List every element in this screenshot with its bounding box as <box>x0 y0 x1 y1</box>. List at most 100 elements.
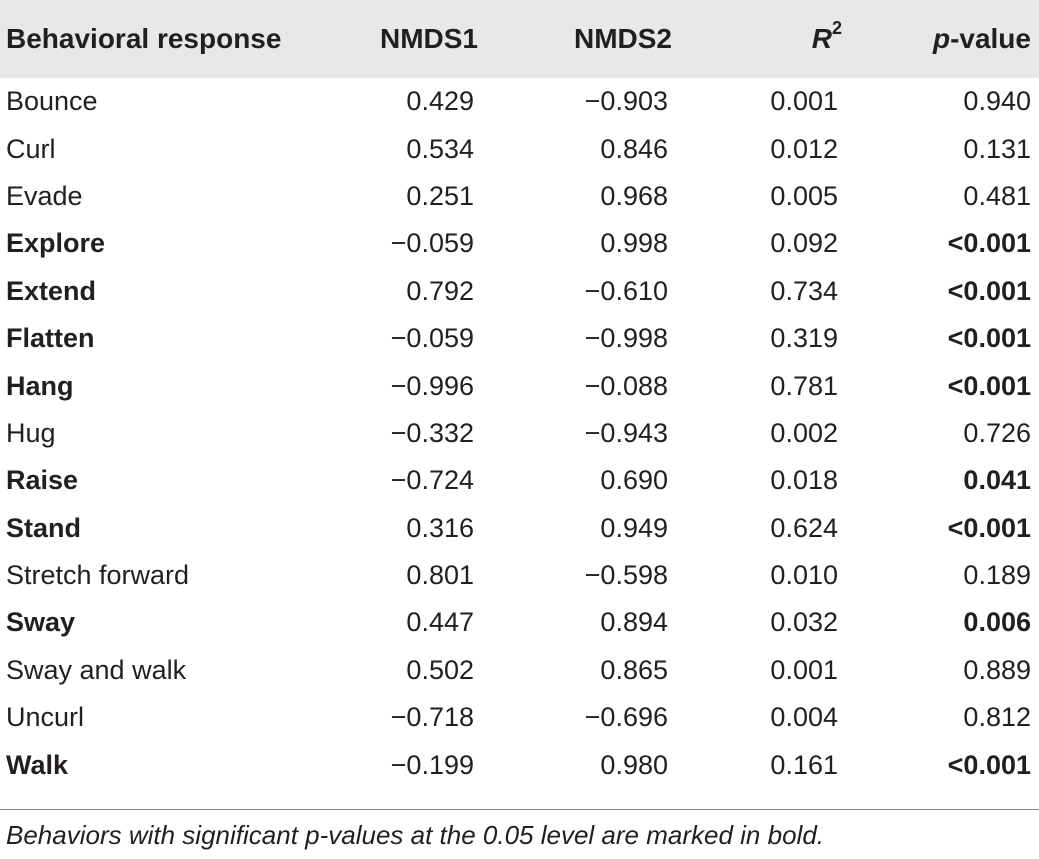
cell-nmds1: 0.316 <box>406 512 474 543</box>
cell-nmds2: −0.998 <box>584 323 668 354</box>
table-row: Hang −0.996 −0.088 0.781 <0.001 <box>0 362 1039 409</box>
table-row: Explore −0.059 0.998 0.092 <0.001 <box>0 220 1039 267</box>
cell-nmds1: 0.534 <box>406 133 474 164</box>
cell-r2: 0.734 <box>770 275 838 306</box>
table-row: Walk −0.199 0.980 0.161 <0.001 <box>0 741 1039 788</box>
cell-r2: 0.002 <box>770 417 838 448</box>
header-behavior: Behavioral response <box>6 23 282 54</box>
cell-behavior: Sway <box>6 607 76 638</box>
cell-nmds2: 0.865 <box>600 654 668 685</box>
cell-p-value: 0.006 <box>963 607 1031 638</box>
cell-nmds2: −0.903 <box>584 86 668 117</box>
cell-r2: 0.018 <box>770 465 838 496</box>
cell-nmds2: 0.980 <box>600 749 668 780</box>
cell-p-value: 0.041 <box>963 465 1031 496</box>
cell-nmds2: 0.968 <box>600 180 668 211</box>
cell-nmds2: 0.690 <box>600 465 668 496</box>
table-row: Uncurl −0.718 −0.696 0.004 0.812 <box>0 694 1039 741</box>
cell-p-value: 0.940 <box>963 86 1031 117</box>
header-nmds1: NMDS1 <box>379 23 478 54</box>
table-row: Extend 0.792 −0.610 0.734 <0.001 <box>0 268 1039 315</box>
cell-nmds1: −0.996 <box>390 370 474 401</box>
cell-nmds2: −0.088 <box>584 370 668 401</box>
table-bottom-rule <box>0 809 1039 810</box>
cell-p-value: 0.889 <box>963 654 1031 685</box>
header-nmds2: NMDS2 <box>573 23 672 54</box>
cell-behavior: Evade <box>6 180 83 211</box>
cell-nmds1: 0.502 <box>406 654 474 685</box>
cell-nmds2: −0.610 <box>584 275 668 306</box>
cell-behavior: Flatten <box>6 323 95 354</box>
cell-nmds1: 0.429 <box>406 86 474 117</box>
cell-r2: 0.624 <box>770 512 838 543</box>
cell-behavior: Curl <box>6 133 56 164</box>
table-row: Stand 0.316 0.949 0.624 <0.001 <box>0 505 1039 552</box>
header-p-italic: p <box>932 23 951 54</box>
cell-behavior: Hug <box>6 417 56 448</box>
cell-nmds1: −0.199 <box>390 749 474 780</box>
header-p-rest: -value <box>950 23 1031 54</box>
table-row: Stretch forward 0.801 −0.598 0.010 0.189 <box>0 552 1039 599</box>
results-table: Behavioral response NMDS1 NMDS2 R2 p-val… <box>0 0 1039 788</box>
cell-nmds2: 0.846 <box>600 133 668 164</box>
cell-behavior: Explore <box>6 228 106 259</box>
cell-r2: 0.781 <box>770 370 838 401</box>
header-p-value: p-value <box>842 0 1039 78</box>
cell-nmds2: −0.598 <box>584 560 668 591</box>
cell-nmds2: 0.894 <box>600 607 668 638</box>
cell-p-value: <0.001 <box>947 512 1031 543</box>
cell-r2: 0.005 <box>770 180 838 211</box>
cell-r2: 0.319 <box>770 323 838 354</box>
cell-behavior: Stand <box>6 512 82 543</box>
cell-nmds1: −0.724 <box>390 465 474 496</box>
cell-r2: 0.092 <box>770 228 838 259</box>
table-row: Flatten −0.059 −0.998 0.319 <0.001 <box>0 315 1039 362</box>
cell-nmds1: 0.447 <box>406 607 474 638</box>
table-row: Evade 0.251 0.968 0.005 0.481 <box>0 173 1039 220</box>
table-row: Sway and walk 0.502 0.865 0.001 0.889 <box>0 647 1039 694</box>
table-row: Hug −0.332 −0.943 0.002 0.726 <box>0 410 1039 457</box>
cell-nmds2: −0.943 <box>584 417 668 448</box>
cell-nmds1: −0.059 <box>390 323 474 354</box>
cell-nmds2: 0.949 <box>600 512 668 543</box>
cell-p-value: 0.812 <box>963 702 1031 733</box>
cell-behavior: Raise <box>6 465 79 496</box>
cell-r2: 0.001 <box>770 86 838 117</box>
cell-behavior: Bounce <box>6 86 98 117</box>
cell-r2: 0.012 <box>770 133 838 164</box>
table-row: Bounce 0.429 −0.903 0.001 0.940 <box>0 78 1039 125</box>
table-row: Raise −0.724 0.690 0.018 0.041 <box>0 457 1039 504</box>
cell-nmds1: 0.251 <box>406 180 474 211</box>
cell-behavior: Walk <box>6 749 69 780</box>
cell-nmds2: 0.998 <box>600 228 668 259</box>
cell-nmds1: −0.332 <box>390 417 474 448</box>
cell-behavior: Extend <box>6 275 97 306</box>
cell-r2: 0.004 <box>770 702 838 733</box>
header-r2-sup: 2 <box>831 17 842 38</box>
cell-r2: 0.161 <box>770 749 838 780</box>
cell-p-value: 0.726 <box>963 417 1031 448</box>
cell-r2: 0.001 <box>770 654 838 685</box>
cell-p-value: <0.001 <box>947 228 1031 259</box>
header-r2-base: R <box>811 23 832 54</box>
cell-r2: 0.032 <box>770 607 838 638</box>
table-row: Curl 0.534 0.846 0.012 0.131 <box>0 125 1039 172</box>
cell-p-value: <0.001 <box>947 370 1031 401</box>
cell-p-value: <0.001 <box>947 749 1031 780</box>
cell-behavior: Sway and walk <box>6 654 187 685</box>
table-footnote: Behaviors with significant p-values at t… <box>6 820 824 850</box>
cell-nmds1: 0.801 <box>406 560 474 591</box>
cell-r2: 0.010 <box>770 560 838 591</box>
cell-nmds1: 0.792 <box>406 275 474 306</box>
header-r2: R2 <box>672 0 842 78</box>
header-row: Behavioral response NMDS1 NMDS2 R2 p-val… <box>0 0 1039 78</box>
cell-nmds1: −0.718 <box>390 702 474 733</box>
cell-p-value: <0.001 <box>947 275 1031 306</box>
cell-behavior: Hang <box>6 370 74 401</box>
cell-behavior: Stretch forward <box>6 560 190 591</box>
cell-behavior: Uncurl <box>6 702 85 733</box>
cell-p-value: 0.131 <box>963 133 1031 164</box>
cell-p-value: 0.189 <box>963 560 1031 591</box>
cell-nmds1: −0.059 <box>390 228 474 259</box>
